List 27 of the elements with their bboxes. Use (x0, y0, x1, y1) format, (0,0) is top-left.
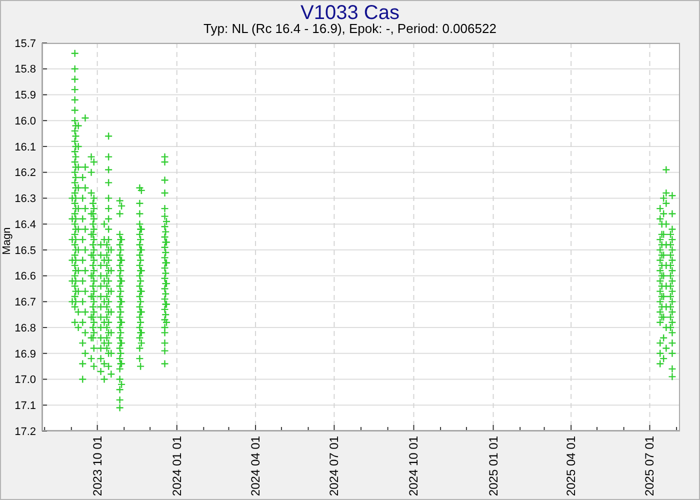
x-tick-label: 2024 01 01 (170, 436, 184, 496)
y-tick-label: 16.8 (14, 322, 36, 334)
x-tick-label: 2023 10 01 (90, 436, 104, 496)
y-tick-label: 16.0 (14, 115, 36, 128)
y-tick-label: 16.4 (14, 218, 36, 231)
y-tick-label: 17.0 (14, 374, 36, 386)
x-tick-label: 2024 10 01 (406, 436, 421, 496)
x-tick-label: 2024 04 01 (248, 436, 263, 496)
y-tick-label: 17.1 (14, 400, 36, 412)
y-axis-title: Magn (1, 227, 13, 255)
y-tick-label: 15.7 (14, 38, 36, 50)
chart-subtitle: Typ: NL (Rc 16.4 - 16.9), Epok: -, Period: 0.006522 (202, 21, 498, 37)
x-tick-label: 2025 01 01 (486, 436, 500, 496)
y-tick-label: 16.9 (14, 348, 36, 360)
y-tick-label: 15.8 (14, 64, 36, 76)
y-tick-label: 17.2 (14, 426, 36, 438)
y-tick-label: 16.7 (14, 296, 36, 309)
y-tick-label: 16.5 (14, 244, 36, 257)
y-tick-label: 16.6 (14, 270, 36, 283)
chart-title: V1033 Cas (300, 2, 400, 24)
x-tick-label: 2024 07 01 (327, 436, 342, 496)
x-tick-label: 2025 07 01 (642, 436, 657, 496)
y-tick-label: 16.3 (14, 193, 36, 206)
x-tick-label: 2025 04 01 (564, 436, 578, 496)
y-tick-label: 15.9 (14, 90, 36, 102)
y-tick-label: 16.1 (14, 141, 36, 154)
y-tick-label: 16.2 (14, 167, 36, 180)
